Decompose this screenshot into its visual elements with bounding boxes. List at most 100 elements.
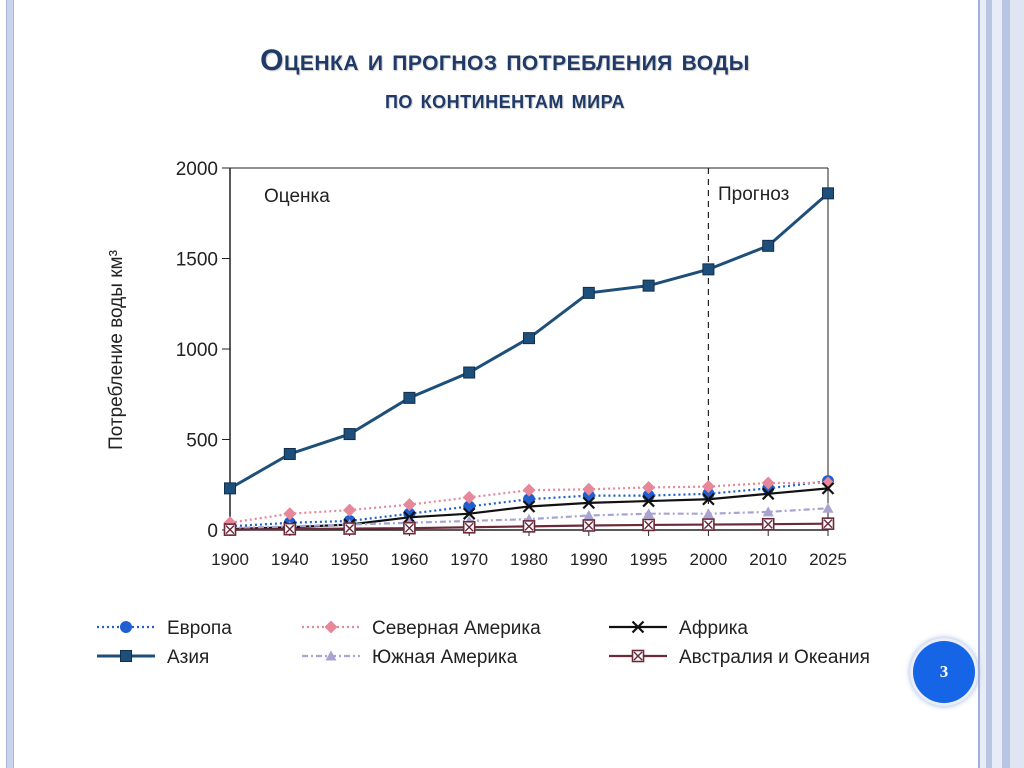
y-tick-label: 0 xyxy=(207,521,218,542)
data-point-australia-stroke xyxy=(644,520,654,530)
x-tick-label: 1960 xyxy=(390,550,428,569)
data-point-north_america xyxy=(522,483,536,497)
legend-marker-north_america xyxy=(324,620,338,634)
data-point-australia xyxy=(821,517,835,530)
x-tick-label: 1995 xyxy=(630,550,668,569)
slide-frame-right-line xyxy=(978,0,980,768)
legend-svg: Европа Северная Америка Африка Азия Южная Ам… xyxy=(97,618,870,668)
slide-title-line-2: по континентам мира xyxy=(384,84,626,114)
data-point-north_america xyxy=(343,503,357,517)
legend-marker-australia xyxy=(631,649,645,663)
data-point-africa-stroke xyxy=(582,496,596,510)
data-point-australia xyxy=(343,522,356,535)
slide-title-line-1: Оценка и прогноз потребления воды xyxy=(260,44,750,77)
data-point-south_america xyxy=(643,508,655,519)
legend-label-south_america: Южная Америка xyxy=(372,647,518,668)
data-point-asia xyxy=(822,187,834,200)
slide-frame-right xyxy=(980,0,1024,768)
legend-item-africa: Африка xyxy=(609,618,748,639)
x-tick-label: 1990 xyxy=(570,550,608,569)
data-point-australia-stroke xyxy=(823,519,833,529)
data-point-north_america xyxy=(462,490,476,504)
legend-item-asia: Азия xyxy=(97,647,209,668)
legend-label-australia: Австралия и Океания xyxy=(679,647,870,668)
chart-legend: Европа Северная Америка Африка Азия Южная Ам… xyxy=(95,612,915,672)
data-point-australia xyxy=(283,522,297,536)
data-point-asia xyxy=(642,279,655,292)
data-point-north_america xyxy=(402,498,416,512)
data-point-africa-stroke xyxy=(761,487,775,501)
series-asia xyxy=(224,187,834,495)
data-point-australia-stroke xyxy=(404,523,414,533)
legend-label-europe: Европа xyxy=(167,618,232,639)
legend-label-north_america: Северная Америка xyxy=(372,618,541,639)
series-australia xyxy=(223,517,835,536)
chart: 0 500 1000 1500 2000 1900 1940 1950 1960 1970 1980… xyxy=(90,150,870,590)
legend-marker-africa xyxy=(631,620,645,634)
data-point-asia xyxy=(283,447,296,460)
data-point-australia-stroke xyxy=(584,520,594,530)
data-point-africa xyxy=(761,487,775,501)
data-point-africa-stroke xyxy=(462,507,476,520)
data-point-africa-stroke xyxy=(702,492,715,506)
data-point-australia xyxy=(462,520,476,534)
legend-item-south_america: Южная Америка xyxy=(302,647,518,668)
data-point-asia xyxy=(702,263,715,276)
chart-series xyxy=(223,187,835,536)
legend-marker-asia xyxy=(120,650,132,662)
data-point-africa-stroke xyxy=(522,500,536,513)
data-point-north_america xyxy=(642,480,656,494)
data-point-australia xyxy=(642,518,655,532)
data-point-australia xyxy=(582,519,596,532)
data-point-asia xyxy=(463,366,476,379)
legend-label-asia: Азия xyxy=(167,647,209,668)
data-point-north_america xyxy=(283,507,297,521)
data-point-australia xyxy=(403,521,416,535)
x-tick-label: 2010 xyxy=(749,550,787,569)
legend-label-africa: Африка xyxy=(679,618,748,639)
slide-frame-left xyxy=(6,0,14,768)
x-tick-label: 1950 xyxy=(331,550,369,569)
data-point-asia xyxy=(582,286,595,299)
data-point-africa-stroke xyxy=(821,482,835,495)
x-tick-label: 2000 xyxy=(689,550,727,569)
data-point-south_america xyxy=(822,502,834,513)
data-point-asia xyxy=(343,428,356,441)
x-tick-label: 1970 xyxy=(450,550,488,569)
legend-marker-europe xyxy=(120,621,132,633)
data-point-asia xyxy=(224,482,236,495)
data-point-australia xyxy=(761,517,775,531)
data-point-australia xyxy=(522,520,536,533)
data-point-africa xyxy=(642,494,655,508)
legend-marker-africa-stroke xyxy=(631,620,645,634)
data-point-africa xyxy=(462,507,476,520)
data-point-africa xyxy=(522,500,536,513)
legend-marker-australia-stroke xyxy=(633,651,643,661)
y-tick-label: 1000 xyxy=(176,340,218,361)
data-point-australia-stroke xyxy=(225,525,235,535)
y-axis-label: Потребление воды км³ xyxy=(106,250,127,450)
x-tick-label: 1980 xyxy=(510,550,548,569)
legend-item-australia: Австралия и Океания xyxy=(609,647,870,668)
chart-axes: 0 500 1000 1500 2000 1900 1940 1950 1960 1970 1980… xyxy=(176,159,847,569)
y-tick-label: 2000 xyxy=(176,159,218,180)
x-tick-label: 1940 xyxy=(271,550,309,569)
data-point-australia-stroke xyxy=(763,519,773,529)
forecast-annotation: Прогноз xyxy=(718,184,789,205)
data-point-south_america xyxy=(762,506,774,517)
data-point-asia xyxy=(762,239,775,252)
data-point-africa xyxy=(821,482,835,495)
y-tick-label: 500 xyxy=(186,431,218,452)
data-point-africa xyxy=(582,496,596,510)
data-point-north_america xyxy=(582,482,596,496)
series-north_america xyxy=(223,476,835,530)
data-point-australia-stroke xyxy=(464,522,474,532)
data-point-south_america xyxy=(583,510,595,521)
estimate-annotation: Оценка xyxy=(264,186,330,207)
data-point-australia-stroke xyxy=(345,524,355,534)
data-point-north_america xyxy=(761,476,775,490)
data-point-africa-stroke xyxy=(642,494,655,508)
data-point-australia xyxy=(702,518,715,531)
data-point-africa xyxy=(702,492,715,506)
data-point-australia-stroke xyxy=(285,524,295,534)
